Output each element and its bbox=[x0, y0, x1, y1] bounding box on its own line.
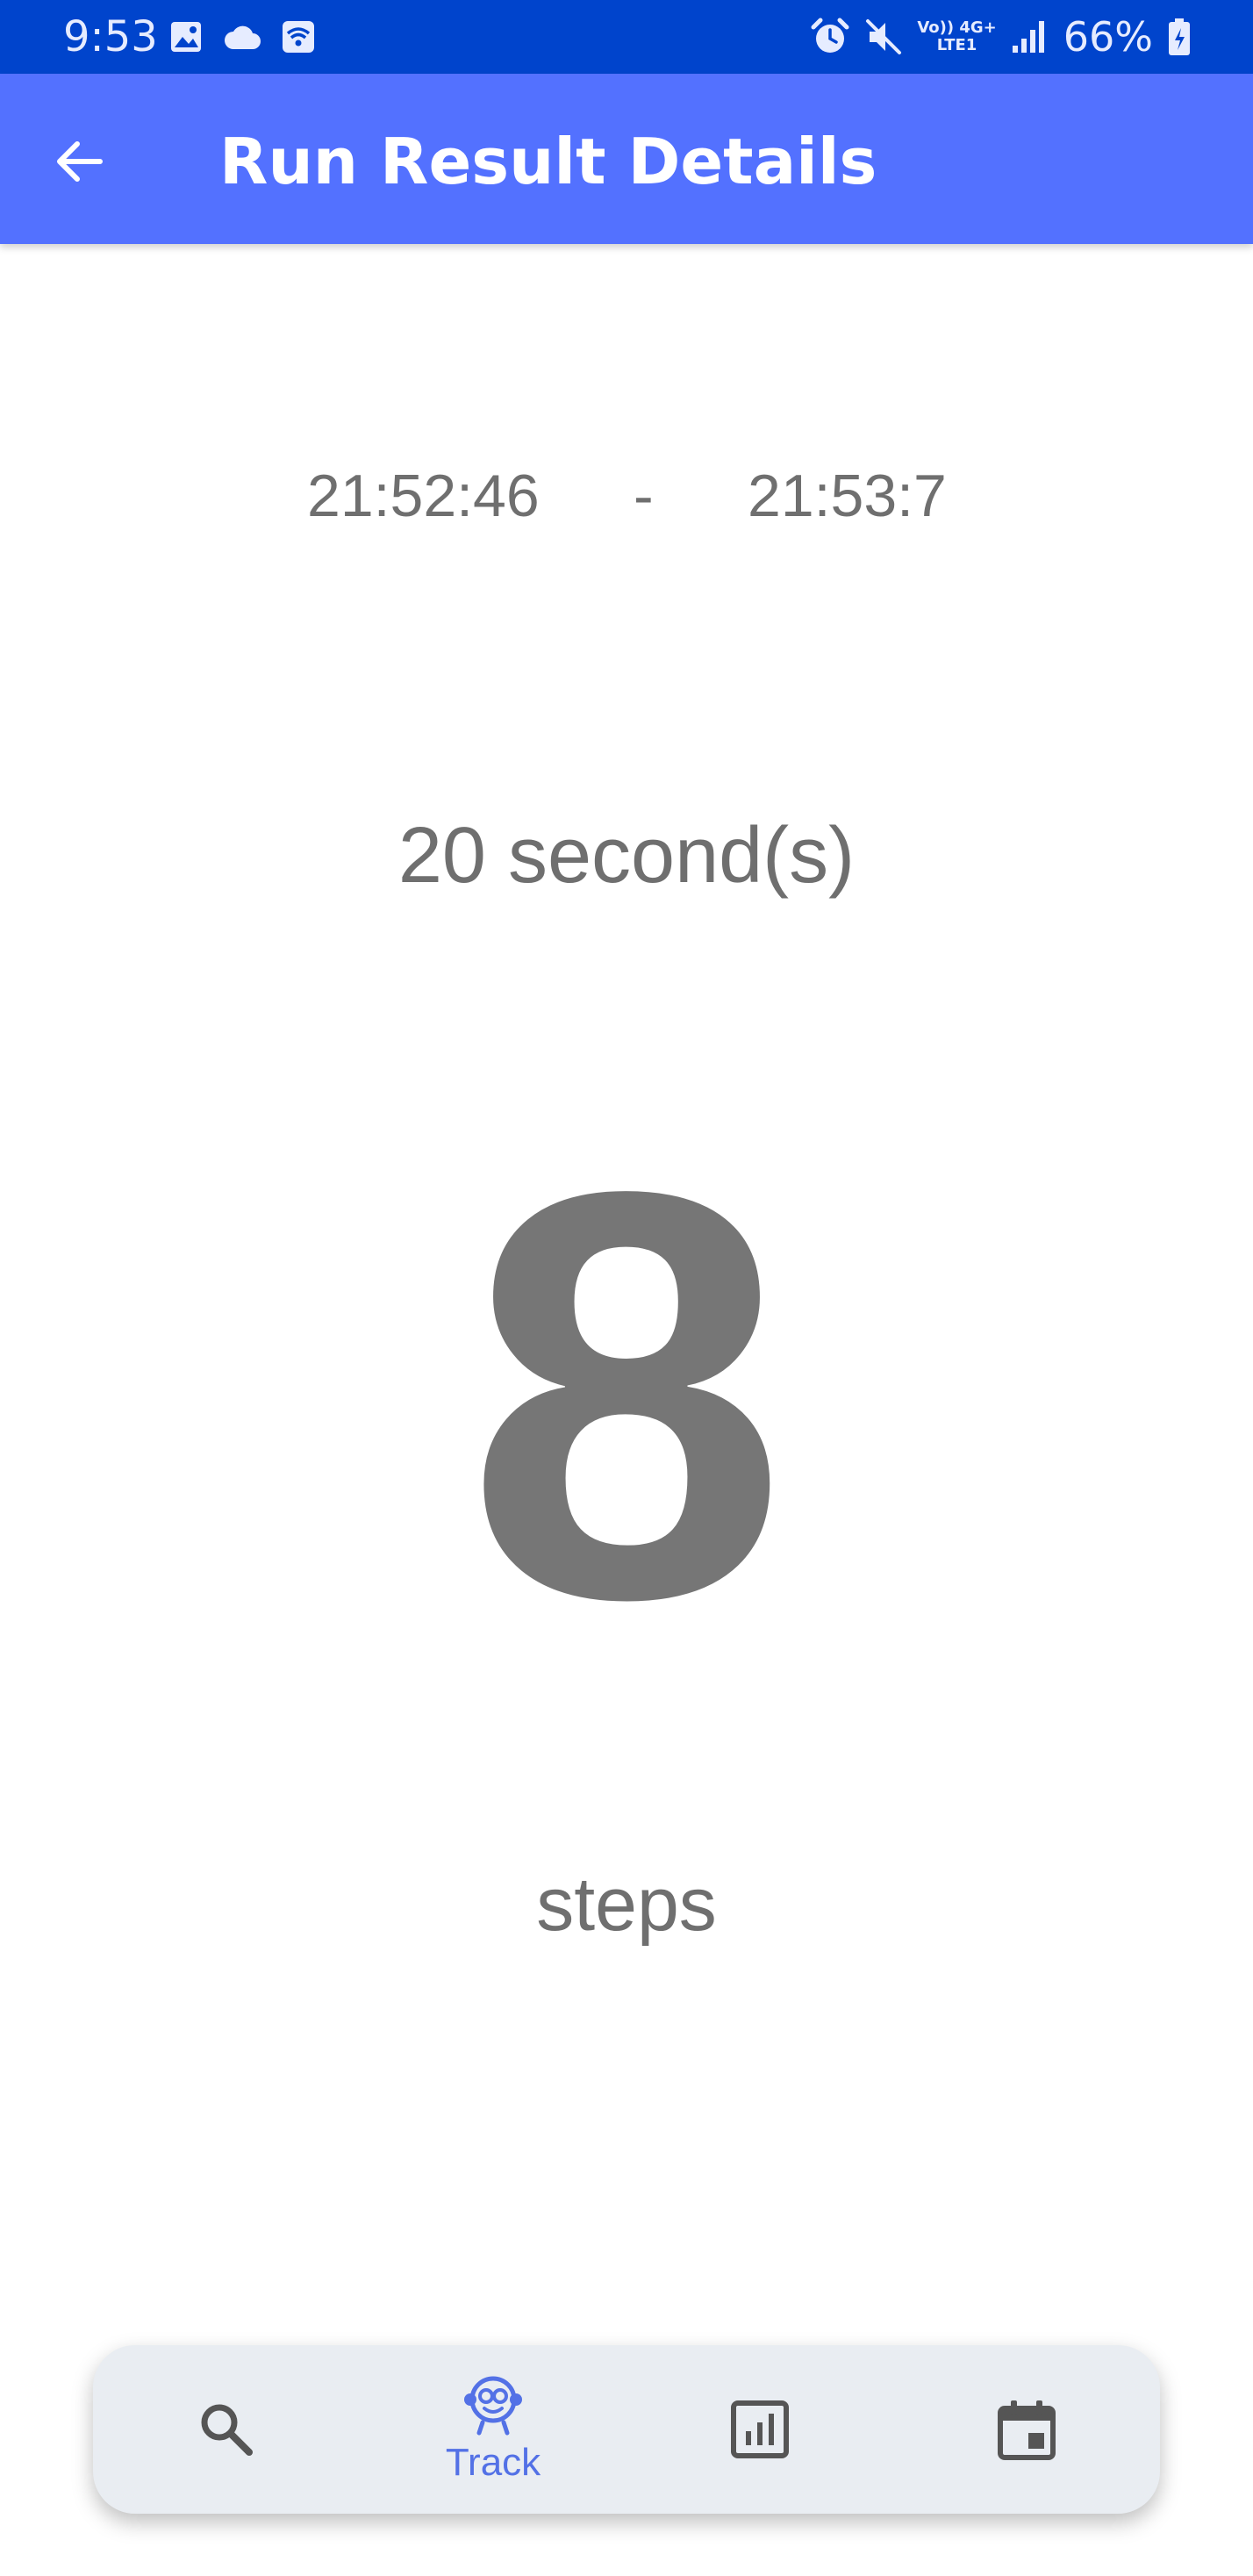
network-type: Vo)) 4G+ LTE1 bbox=[917, 20, 996, 54]
nav-item-calendar[interactable] bbox=[939, 2345, 1114, 2514]
steps-label: steps bbox=[536, 1862, 717, 1947]
start-time: 21:52:46 bbox=[307, 463, 540, 529]
time-separator: - bbox=[634, 463, 654, 529]
status-left-icons bbox=[168, 19, 316, 54]
arrow-left-icon bbox=[57, 141, 103, 182]
wifi-calling-icon bbox=[283, 21, 314, 53]
nav-item-search[interactable] bbox=[139, 2345, 314, 2514]
step-count: 8 bbox=[465, 1072, 788, 1719]
nav-item-stats[interactable] bbox=[672, 2345, 848, 2514]
status-bar: 9:53 bbox=[0, 0, 1253, 74]
cloud-icon bbox=[225, 25, 261, 49]
image-icon bbox=[171, 22, 201, 52]
back-button[interactable] bbox=[35, 118, 123, 205]
battery-icon bbox=[1169, 18, 1190, 55]
status-time: 9:53 bbox=[63, 12, 158, 61]
calendar-icon bbox=[998, 2400, 1056, 2460]
time-range: 21:52:46 - 21:53:7 bbox=[0, 456, 1253, 535]
alarm-icon bbox=[811, 18, 849, 53]
bar-chart-icon bbox=[731, 2400, 789, 2458]
nav-label-track: Track bbox=[445, 2441, 541, 2484]
nav-item-track[interactable]: Track bbox=[405, 2345, 581, 2514]
duration-text: 20 second(s) bbox=[397, 812, 856, 900]
search-icon bbox=[201, 2404, 253, 2456]
signal-icon bbox=[1012, 21, 1044, 53]
status-right-icons: Vo)) 4G+ LTE1 66% bbox=[810, 12, 1192, 61]
mute-icon bbox=[866, 19, 902, 54]
bottom-navigation: Track bbox=[93, 2345, 1160, 2514]
app-bar: Run Result Details bbox=[0, 74, 1253, 244]
page-title: Run Result Details bbox=[219, 125, 877, 198]
network-type-bottom: LTE1 bbox=[936, 36, 977, 54]
monkey-track-icon bbox=[464, 2376, 522, 2436]
end-time: 21:53:7 bbox=[748, 463, 947, 529]
network-type-top: Vo)) 4G+ bbox=[917, 18, 997, 37]
battery-percent: 66% bbox=[1063, 13, 1153, 61]
